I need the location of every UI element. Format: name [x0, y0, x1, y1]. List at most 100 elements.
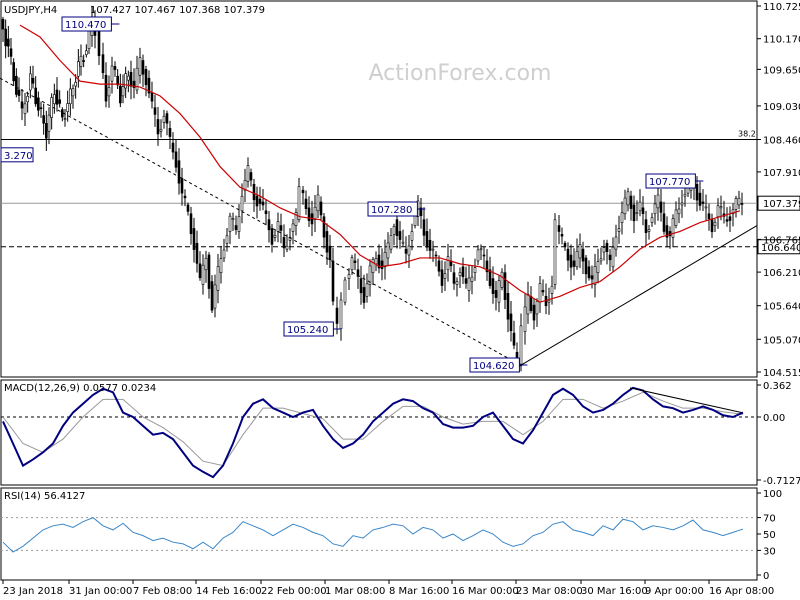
candle-body: [529, 295, 533, 311]
candle-body: [147, 77, 151, 94]
candle-body: [26, 95, 29, 103]
candle-body: [97, 30, 101, 57]
candle-body: [343, 279, 347, 303]
last-price-box: [757, 195, 800, 211]
candle-body: [425, 231, 429, 248]
candle-body: [171, 142, 175, 153]
candle-body: [440, 269, 444, 286]
candle-body: [538, 283, 542, 303]
candle-body: [29, 73, 32, 91]
candle-body: [578, 244, 582, 259]
candle-body: [107, 87, 111, 97]
candle-body: [547, 300, 551, 303]
candle-body: [12, 62, 15, 82]
candle-body: [737, 197, 741, 206]
candle-body: [617, 228, 621, 232]
candle-body: [301, 189, 305, 194]
price-tick-label: 110.725: [763, 2, 800, 13]
candle-body: [593, 266, 597, 285]
watermark: ActionForex.com: [369, 61, 552, 86]
candle-body: [553, 219, 557, 285]
price-tick-label: 108.460: [763, 135, 800, 146]
candle-body: [85, 50, 88, 55]
candle-body: [231, 218, 235, 220]
candle-body: [294, 212, 298, 226]
candle-body: [641, 207, 645, 214]
candle-body: [410, 231, 414, 241]
candle-body: [210, 281, 214, 311]
x-tick-label: 22 Feb 00:00: [261, 586, 327, 597]
x-tick-label: 16 Apr 08:00: [709, 586, 774, 597]
candle-body: [258, 198, 262, 204]
candle-body: [614, 236, 618, 250]
rsi-tick-label: 30: [763, 546, 776, 557]
candle-body: [491, 278, 495, 294]
candle-body: [482, 254, 486, 257]
candle-body: [395, 219, 399, 236]
candle-body: [339, 299, 343, 329]
candle-body: [701, 201, 705, 204]
candle-body: [446, 256, 450, 271]
candle-body: [377, 254, 381, 269]
candle-body: [716, 205, 720, 218]
x-tick-label: 1 Mar 08:00: [325, 586, 385, 597]
candle-body: [55, 89, 59, 105]
candle-body: [488, 269, 492, 286]
candle-body: [532, 304, 536, 321]
candle-body: [104, 74, 108, 102]
candle-body: [34, 87, 37, 105]
candle-body: [650, 217, 654, 223]
candle-body: [380, 260, 384, 270]
candle-body: [428, 239, 432, 251]
candle-body: [541, 290, 545, 293]
candle-body: [177, 160, 181, 184]
candle-body: [141, 60, 145, 75]
candle-body: [725, 219, 729, 222]
candle-body: [9, 48, 13, 57]
candle-body: [316, 194, 320, 212]
candle-body: [728, 216, 732, 221]
left-cut-box: [0, 147, 34, 163]
candle-body: [470, 276, 474, 282]
candle-body: [740, 203, 744, 205]
candle-body: [129, 72, 133, 87]
candle-body: [443, 273, 447, 279]
candle-body: [653, 203, 657, 215]
candle-body: [20, 101, 24, 109]
candle-body: [124, 73, 127, 89]
rsi-line: [2, 517, 744, 553]
candle-body: [37, 97, 40, 111]
candle-body: [662, 213, 666, 232]
candle-body: [31, 77, 35, 84]
candle-body: [629, 195, 633, 209]
candle-body: [452, 272, 456, 284]
candle-body: [557, 225, 561, 232]
macd-line: [2, 386, 744, 479]
price-tick-label: 110.170: [763, 35, 800, 46]
candle-body: [584, 257, 588, 275]
candle-body: [101, 54, 105, 74]
candle-body: [620, 212, 624, 223]
candle-body: [392, 226, 396, 235]
candle-body: [389, 235, 393, 250]
candle-body: [485, 260, 489, 273]
candle-body: [121, 86, 125, 97]
candle-body: [291, 223, 295, 232]
candle-body: [207, 254, 211, 289]
candle-body: [150, 92, 154, 102]
candle-body: [7, 38, 10, 47]
candle-body: [503, 272, 507, 300]
rsi-tick-label: 70: [763, 514, 776, 525]
rsi-title: RSI(14) 56.4127: [4, 491, 85, 502]
candle-body: [198, 263, 202, 279]
candle-body: [77, 61, 80, 77]
candle-body: [519, 325, 523, 365]
candle-body: [47, 114, 51, 132]
candle-body: [132, 80, 136, 88]
macd-tick-label: -0.7127: [763, 476, 800, 487]
candle-body: [192, 228, 196, 250]
candle-body: [219, 258, 223, 273]
candle-body: [535, 301, 539, 315]
candle-body: [680, 202, 684, 206]
